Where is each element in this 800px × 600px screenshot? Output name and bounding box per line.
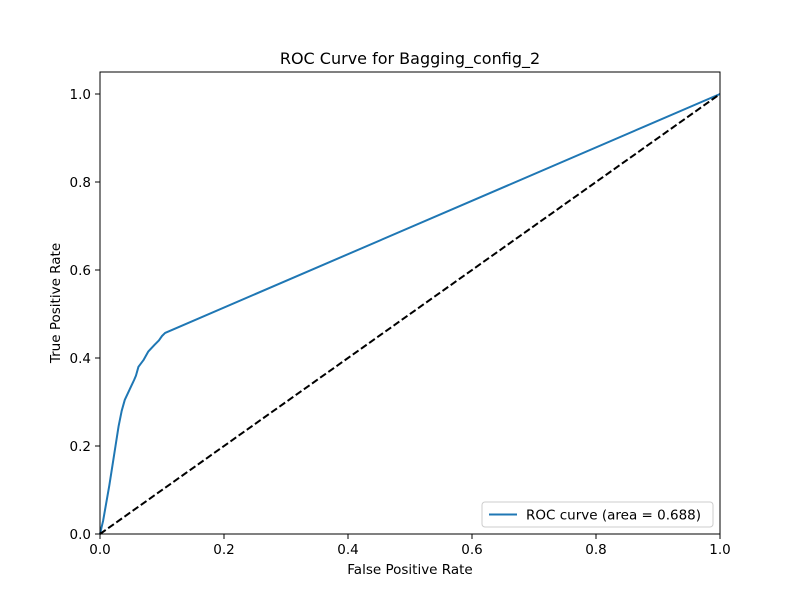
x-axis-label: False Positive Rate [347,562,472,578]
chart-title: ROC Curve for Bagging_config_2 [280,49,540,69]
y-tick-label: 0.0 [70,527,91,543]
x-tick-label: 0.8 [585,542,606,558]
x-tick-label: 0.6 [461,542,482,558]
y-tick-label: 0.4 [70,351,91,367]
y-axis-ticks: 0.0 0.2 0.4 0.6 0.8 1.0 [70,87,100,543]
x-axis-ticks: 0.0 0.2 0.4 0.6 0.8 1.0 [89,534,731,558]
x-tick-label: 0.0 [89,542,110,558]
x-tick-label: 1.0 [709,542,730,558]
legend-box [481,501,714,528]
x-tick-label: 0.2 [213,542,234,558]
y-tick-label: 0.2 [70,439,91,455]
plot-area-frame [99,71,721,535]
y-tick-label: 0.8 [70,175,91,191]
y-tick-label: 0.6 [70,263,91,279]
legend-entry-roc: ROC curve (area = 0.688) [526,508,701,524]
x-tick-label: 0.4 [337,542,358,558]
y-axis-label: True Positive Rate [48,243,64,364]
roc-curve-line [99,93,721,535]
legend: ROC curve (area = 0.688) [481,501,714,528]
chance-diagonal-line [99,93,721,535]
series-layer [99,93,721,535]
y-tick-label: 1.0 [70,87,91,103]
